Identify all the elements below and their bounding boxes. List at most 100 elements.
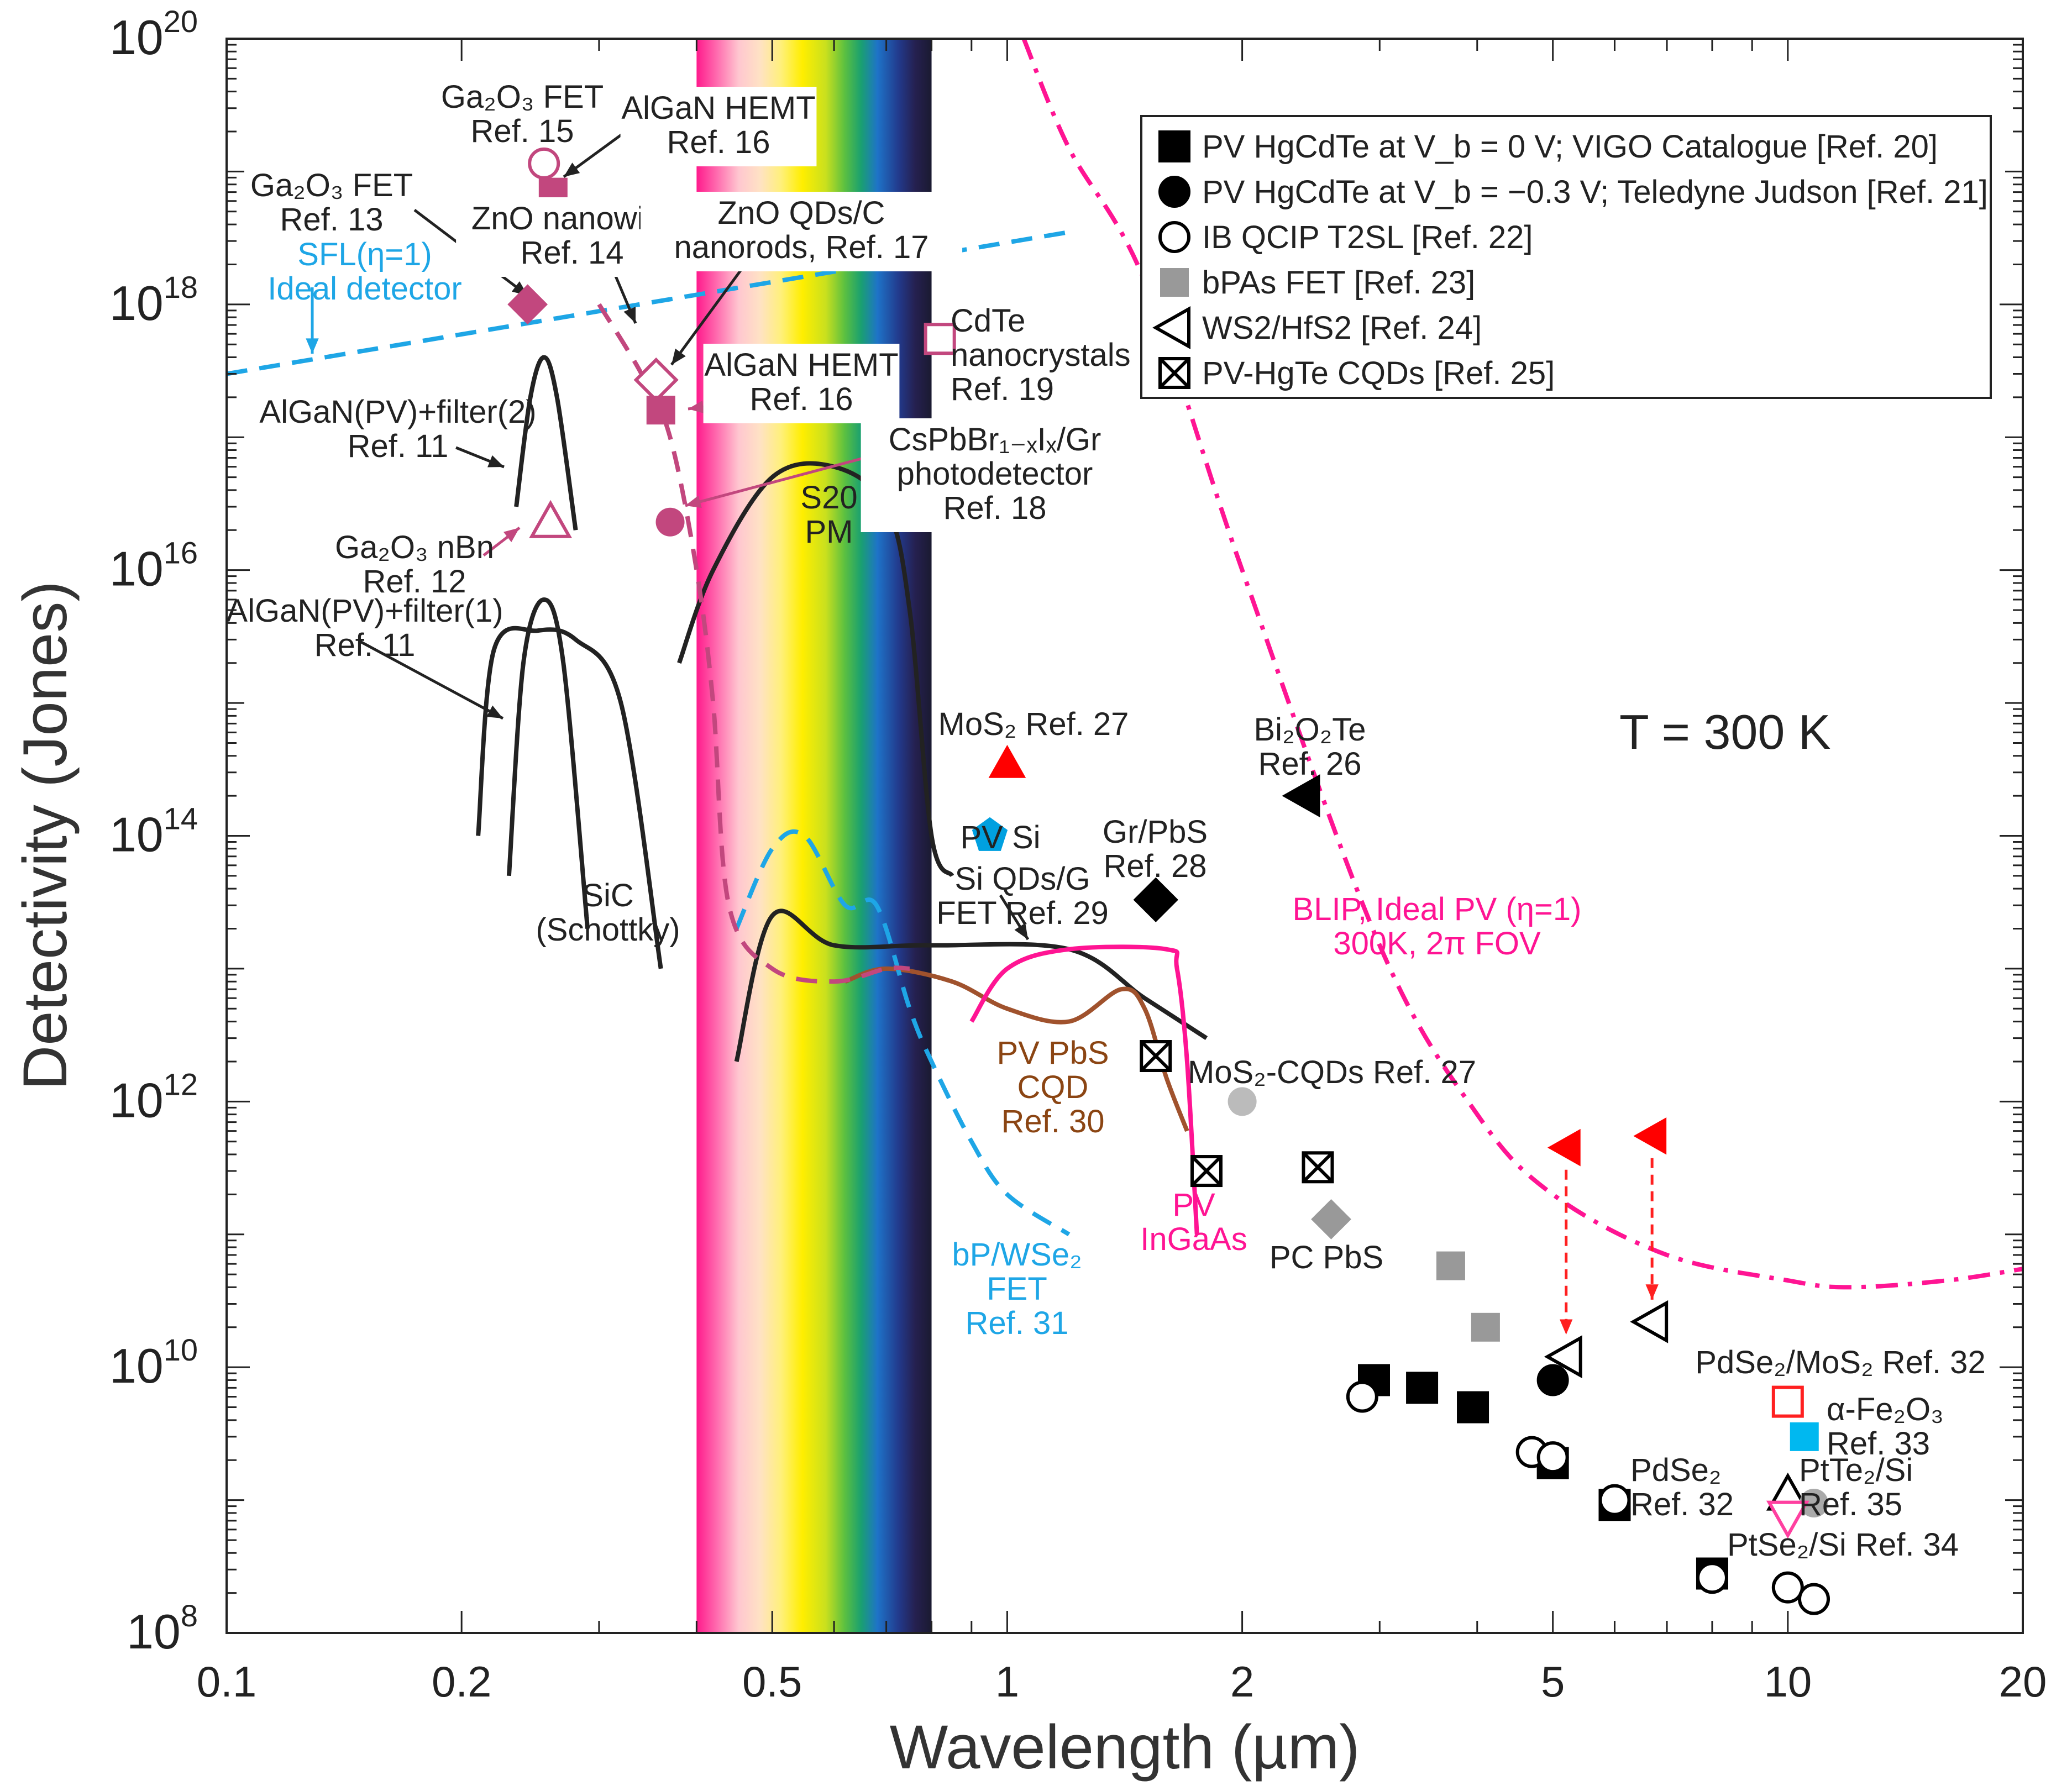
curve-algan-pv-filter-2-ref-11 (514, 355, 578, 531)
legend-marker (1152, 306, 1190, 349)
data-point-square (646, 396, 675, 425)
annotation-label: AlGaN HEMT Ref. 16 (621, 90, 815, 160)
data-point-circle (1536, 1364, 1569, 1396)
annotation-leader (358, 639, 504, 720)
annotation-line: Ref. 19 (951, 371, 1054, 407)
data-point-circle-open (1696, 1562, 1728, 1594)
annotation-line: Ref. 16 (750, 381, 853, 417)
annotation-label: α-Fe₂O₃ Ref. 33 (1827, 1391, 1944, 1462)
data-point-diamond (1311, 1199, 1351, 1239)
legend-box (1140, 115, 1992, 399)
annotation-label: bP/WSe₂ FET Ref. 31 (952, 1237, 1082, 1341)
annotation-label: Bi₂O₂Te Ref. 26 (1254, 712, 1366, 782)
annotation-line: PV PbS (996, 1035, 1109, 1071)
annotation-label: Gr/PbS Ref. 28 (1103, 814, 1208, 884)
annotation-line: AlGaN HEMT (621, 90, 815, 126)
y-axis-title: Detectivity (Jones) (11, 581, 80, 1090)
annotation-line: Ga₂O₃ FET (250, 167, 413, 203)
annotation-label: PV PbS CQD Ref. 30 (996, 1035, 1109, 1139)
annotation-line: CsPbBr₁₋ₓIₓ/Gr (889, 422, 1101, 458)
annotation-line: Bi₂O₂Te (1254, 712, 1366, 748)
annotation-line: Ref. 33 (1827, 1426, 1930, 1462)
annotation-label: PtTe₂/Si Ref. 35 (1799, 1452, 1913, 1522)
annotation-label: Ga₂O₃ FET Ref. 15 (441, 79, 604, 149)
data-point-square (1406, 1372, 1439, 1404)
annotation-line: AlGaN(PV)+filter(1) (226, 593, 503, 629)
x-axis-title: Wavelength (µm) (890, 1713, 1360, 1782)
annotation-background (640, 192, 963, 271)
legend-marker-cross (1158, 357, 1190, 389)
y-tick-exponent: 16 (164, 535, 198, 570)
annotation-line: Ref. 13 (280, 202, 384, 238)
annotation-leader-head (486, 705, 503, 718)
y-tick-exponent: 14 (164, 801, 198, 836)
annotation-line: Ref. 30 (1001, 1104, 1105, 1139)
legend-entry-label: IB QCIP T2SL [Ref. 22] (1202, 219, 1533, 255)
annotation-line: Ref. 12 (363, 564, 466, 600)
legend-marker (1158, 357, 1190, 389)
annotation-label: SiC (Schottky) (536, 878, 680, 948)
annotation-line: photodetector (897, 456, 1093, 492)
y-tick-label: 1018 (109, 270, 198, 330)
annotation-label: SFL(η=1) Ideal detector (267, 237, 461, 307)
y-tick-exponent: 18 (164, 270, 198, 304)
annotation-line: Ref. 26 (1258, 746, 1362, 782)
annotation-line: PtSe₂/Si Ref. 34 (1727, 1527, 1959, 1563)
annotation-line: Ideal detector (267, 271, 461, 307)
y-tick-base: 10 (109, 276, 164, 330)
annotation-line: BLIP, Ideal PV (η=1) (1293, 891, 1582, 927)
annotation-leader-head (487, 455, 504, 468)
annotation-line: PdSe₂/MoS₂ Ref. 32 (1695, 1344, 1985, 1380)
y-tick-exponent: 12 (164, 1067, 198, 1101)
annotation-label: AlGaN HEMT Ref. 16 (704, 347, 898, 417)
annotation-line: PV (1172, 1187, 1215, 1223)
x-axis-title-group: Wavelength (µm) (890, 1713, 1360, 1782)
annotation-label: AlGaN(PV)+filter(2) Ref. 11 (259, 394, 536, 464)
y-tick-exponent: 20 (164, 4, 198, 39)
annotation-label: BLIP, Ideal PV (η=1) 300K, 2π FOV (1293, 891, 1582, 962)
curve-bp-wse2-fet-ref-31 (734, 829, 1071, 1237)
y-tick-label: 108 (127, 1598, 198, 1659)
annotation-line: Ref. 14 (521, 235, 624, 271)
annotation-label: PdSe₂ Ref. 32 (1630, 1452, 1734, 1522)
y-tick-base: 10 (109, 1073, 164, 1127)
legend: PV HgCdTe at V_b = 0 V; VIGO Catalogue [… (1140, 115, 1992, 399)
x-tick-label: 0.2 (432, 1657, 491, 1706)
y-axis-title-group: Detectivity (Jones) (11, 581, 80, 1090)
annotation-line: CdTe (951, 303, 1025, 339)
y-tick-exponent: 8 (181, 1598, 198, 1633)
y-tick-label: 1012 (109, 1067, 198, 1127)
curve-sfl-1-ideal-detector (227, 230, 1069, 376)
annotation-label: CdTe nanocrystals Ref. 19 (951, 303, 1131, 407)
annotation-label: PV Si (960, 820, 1040, 855)
data-point-triangle-up (988, 744, 1026, 778)
temperature-label: T = 300 K (1619, 705, 1830, 759)
data-point-triangle-left (1547, 1128, 1581, 1167)
y-tick-label: 1016 (109, 535, 198, 596)
annotation-line: nanorods, Ref. 17 (674, 229, 929, 265)
y-tick-label: 1020 (109, 4, 198, 65)
data-point-circle-open (1536, 1441, 1569, 1474)
annotation-line: Gr/PbS (1103, 814, 1208, 850)
annotation-line: InGaAs (1140, 1221, 1247, 1257)
annotation-label: Ga₂O₃ nBn Ref. 12 (335, 529, 494, 600)
legend-marker (1160, 268, 1189, 297)
annotation-line: CQD (1017, 1069, 1089, 1105)
data-point-circle-open (1798, 1583, 1830, 1615)
data-point-boxx-cross (1140, 1040, 1172, 1072)
x-tick-label: 5 (1541, 1657, 1565, 1706)
annotation-line: S20 (800, 480, 857, 516)
y-tick-exponent: 10 (164, 1332, 198, 1367)
data-point-square (1436, 1251, 1465, 1280)
annotation-line: Ref. 28 (1104, 848, 1207, 884)
annotation-line: α-Fe₂O₃ (1827, 1391, 1944, 1427)
data-point-triangle-left (1633, 1117, 1667, 1155)
x-tick-label: 2 (1230, 1657, 1254, 1706)
annotation-line: AlGaN HEMT (704, 347, 898, 383)
data-point-triangle-down-open (1766, 1500, 1809, 1539)
data-point-pentagon (972, 817, 1008, 851)
y-tick-base: 10 (109, 542, 164, 596)
x-tick-label: 1 (995, 1657, 1019, 1706)
annotation-label: ZnO nanowire Ref. 14 (471, 201, 673, 271)
